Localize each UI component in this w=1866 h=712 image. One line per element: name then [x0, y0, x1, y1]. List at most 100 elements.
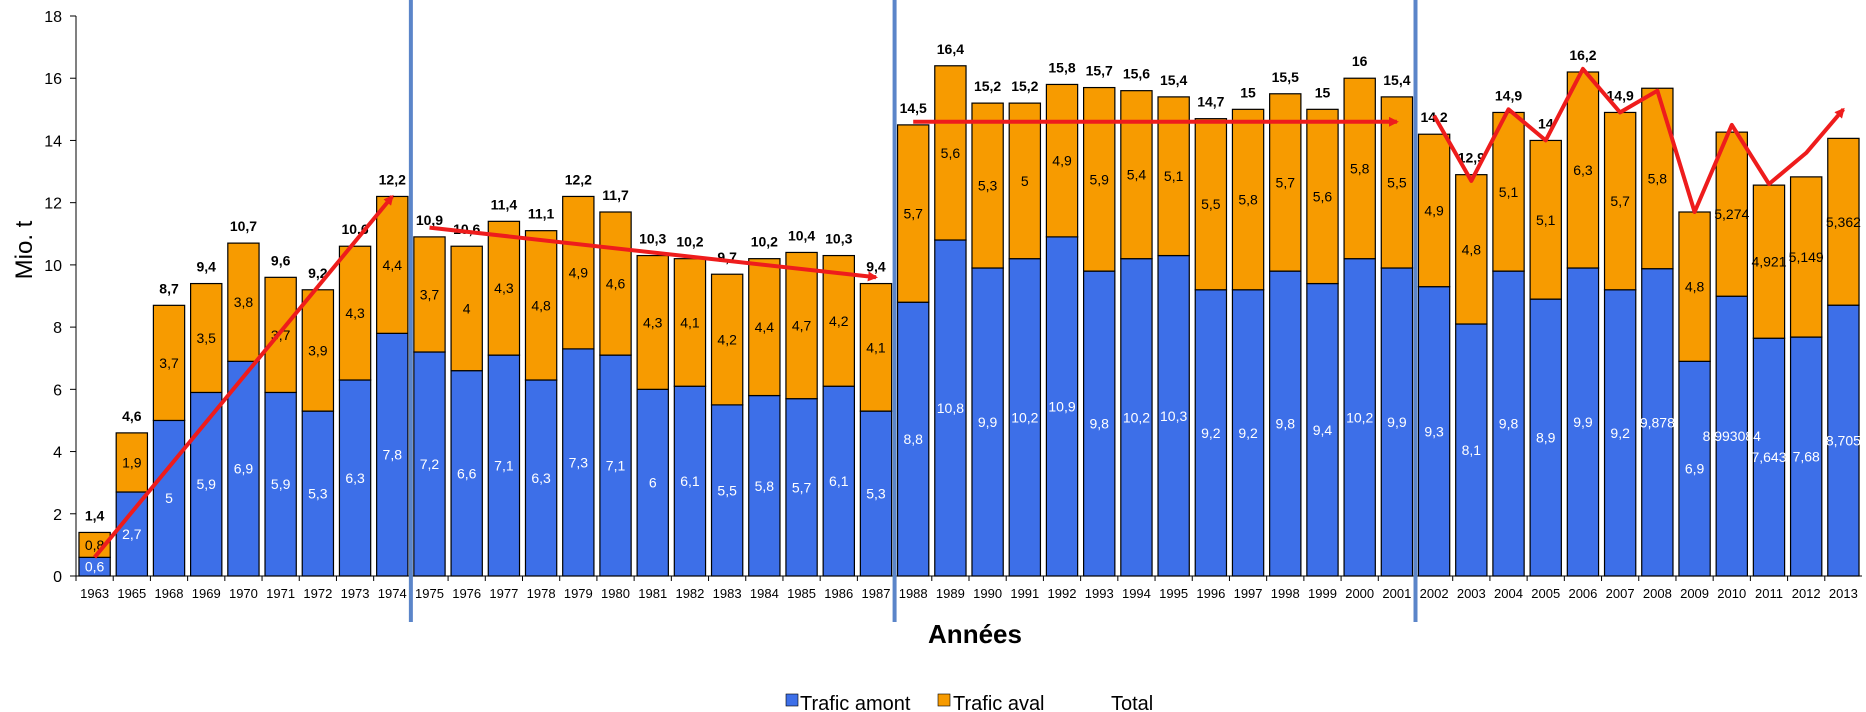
data-label-amont: 0,6	[85, 559, 105, 575]
data-label-aval: 5,274	[1714, 206, 1749, 222]
x-tick-label: 2012	[1792, 586, 1821, 601]
data-label-aval: 5,5	[1387, 174, 1407, 190]
data-label-aval: 5,1	[1536, 212, 1556, 228]
data-label-total: 15,2	[974, 78, 1001, 94]
data-label-aval: 5,8	[1238, 192, 1258, 208]
data-label-amont: 8,8	[903, 431, 923, 447]
bar-segment-aval	[78, 531, 111, 558]
data-label-amont: 7,8	[383, 447, 403, 463]
bar-segment-aval	[487, 220, 521, 356]
data-label-amont: 6,9	[234, 461, 254, 477]
data-label-total: 16,4	[937, 41, 964, 57]
data-label-amont: 9,9	[1387, 414, 1407, 430]
data-label-amont: 6,3	[531, 470, 551, 486]
data-label-amont: 2,7	[122, 526, 142, 542]
data-label-amont: 10,2	[1011, 409, 1038, 425]
data-label-amont: 5,8	[755, 478, 775, 494]
data-label-amont: 7,68	[1793, 449, 1820, 465]
bar-segment-aval	[1715, 131, 1748, 297]
data-label-total: 10,3	[639, 231, 666, 247]
data-label-total: 14,7	[1197, 94, 1224, 110]
bar-segment-amont	[115, 491, 149, 577]
data-label-total: 14,5	[900, 100, 927, 116]
x-tick-label: 2013	[1829, 586, 1858, 601]
data-label-total: 4,6	[122, 408, 142, 424]
bar-segment-aval	[822, 254, 855, 387]
bar-segment-aval	[1306, 108, 1339, 285]
x-tick-label: 2006	[1568, 586, 1597, 601]
data-label-amont: 5,5	[717, 482, 737, 498]
bar-segment-aval	[115, 432, 149, 493]
data-label-total: 11,4	[491, 196, 518, 212]
trend-arrow-4	[1432, 66, 1845, 214]
bar-segment-amont	[1529, 298, 1562, 577]
data-label-amont: 9,2	[1238, 425, 1258, 441]
data-label-amont: 9,3	[1424, 423, 1444, 439]
bar-segment-amont	[1008, 258, 1042, 577]
bar-segment-aval	[859, 282, 893, 412]
data-label-aval: 3,9	[308, 342, 328, 358]
x-tick-label: 1999	[1308, 586, 1337, 601]
y-axis-title: Mio. t	[11, 220, 38, 279]
data-label-total: 15,6	[1123, 66, 1150, 82]
bar-segment-amont	[599, 354, 632, 577]
legend: Trafic amont Trafic aval Total	[785, 693, 1153, 712]
data-label-aval: 4,2	[829, 313, 849, 329]
data-label-total: 11,1	[528, 206, 555, 222]
data-label-aval: 6,3	[1573, 162, 1593, 178]
data-label-total: 12,2	[379, 171, 406, 187]
data-label-amont: 8,993084	[1703, 428, 1762, 444]
bar-segment-amont	[413, 351, 446, 577]
data-label-aval: 4,9	[1052, 153, 1072, 169]
data-label-total: 16	[1352, 53, 1368, 69]
data-label-aval: 4	[463, 300, 471, 316]
x-tick-label: 1984	[750, 586, 779, 601]
x-tick-label: 1987	[862, 586, 891, 601]
x-tick-label: 2000	[1345, 586, 1374, 601]
data-label-amont: 9,9	[978, 414, 998, 430]
x-tick-label: 1989	[936, 586, 965, 601]
y-tick-label: 8	[53, 320, 62, 337]
x-tick-label: 1997	[1234, 586, 1263, 601]
data-label-amont: 5,3	[308, 486, 328, 502]
bar-segment-amont	[748, 394, 781, 577]
data-label-aval: 5,1	[1164, 168, 1184, 184]
trend-arrow-2	[429, 225, 878, 282]
x-tick-label: 1968	[155, 586, 184, 601]
bar-segment-amont	[152, 419, 186, 577]
x-tick-label: 2003	[1457, 586, 1486, 601]
bar-segment-amont	[1417, 286, 1451, 577]
period-divider-group	[408, 0, 1418, 622]
data-label-total: 14	[1538, 115, 1554, 131]
data-label-aval: 3,7	[420, 286, 440, 302]
data-label-total: 15	[1240, 84, 1256, 100]
bar-segment-aval	[1752, 184, 1786, 339]
x-tick-label: 1993	[1085, 586, 1114, 601]
data-label-total: 10,9	[416, 212, 443, 228]
bar-segment-amont	[227, 360, 260, 577]
data-label-aval: 4,8	[1685, 279, 1705, 295]
bar-segment-aval	[1008, 102, 1042, 260]
data-label-amont: 6,9	[1685, 461, 1705, 477]
legend-swatch-aval	[937, 693, 951, 707]
data-label-amont: 7,1	[606, 458, 626, 474]
data-label-amont: 5	[165, 490, 173, 506]
bar-segment-amont	[859, 410, 893, 577]
trend-arrow-1	[93, 194, 394, 559]
data-label-amont: 7,2	[420, 456, 440, 472]
bar-segment-amont	[524, 379, 558, 577]
bar-segment-aval	[1231, 108, 1265, 291]
x-tick-label: 1975	[415, 586, 444, 601]
data-label-total: 15,5	[1272, 69, 1299, 85]
y-tick-label: 4	[53, 445, 62, 462]
bar-segment-aval	[636, 254, 669, 390]
data-label-amont: 9,2	[1610, 425, 1630, 441]
data-label-total: 8,7	[159, 280, 179, 296]
data-label-total: 10,7	[230, 218, 257, 234]
x-tick-label: 1980	[601, 586, 630, 601]
bar-segment-aval	[1083, 86, 1116, 272]
x-tick-label: 2008	[1643, 586, 1672, 601]
bar-segment-aval	[562, 195, 595, 350]
x-tick-label: 1996	[1196, 586, 1225, 601]
legend-label-total: Total	[1111, 693, 1153, 712]
